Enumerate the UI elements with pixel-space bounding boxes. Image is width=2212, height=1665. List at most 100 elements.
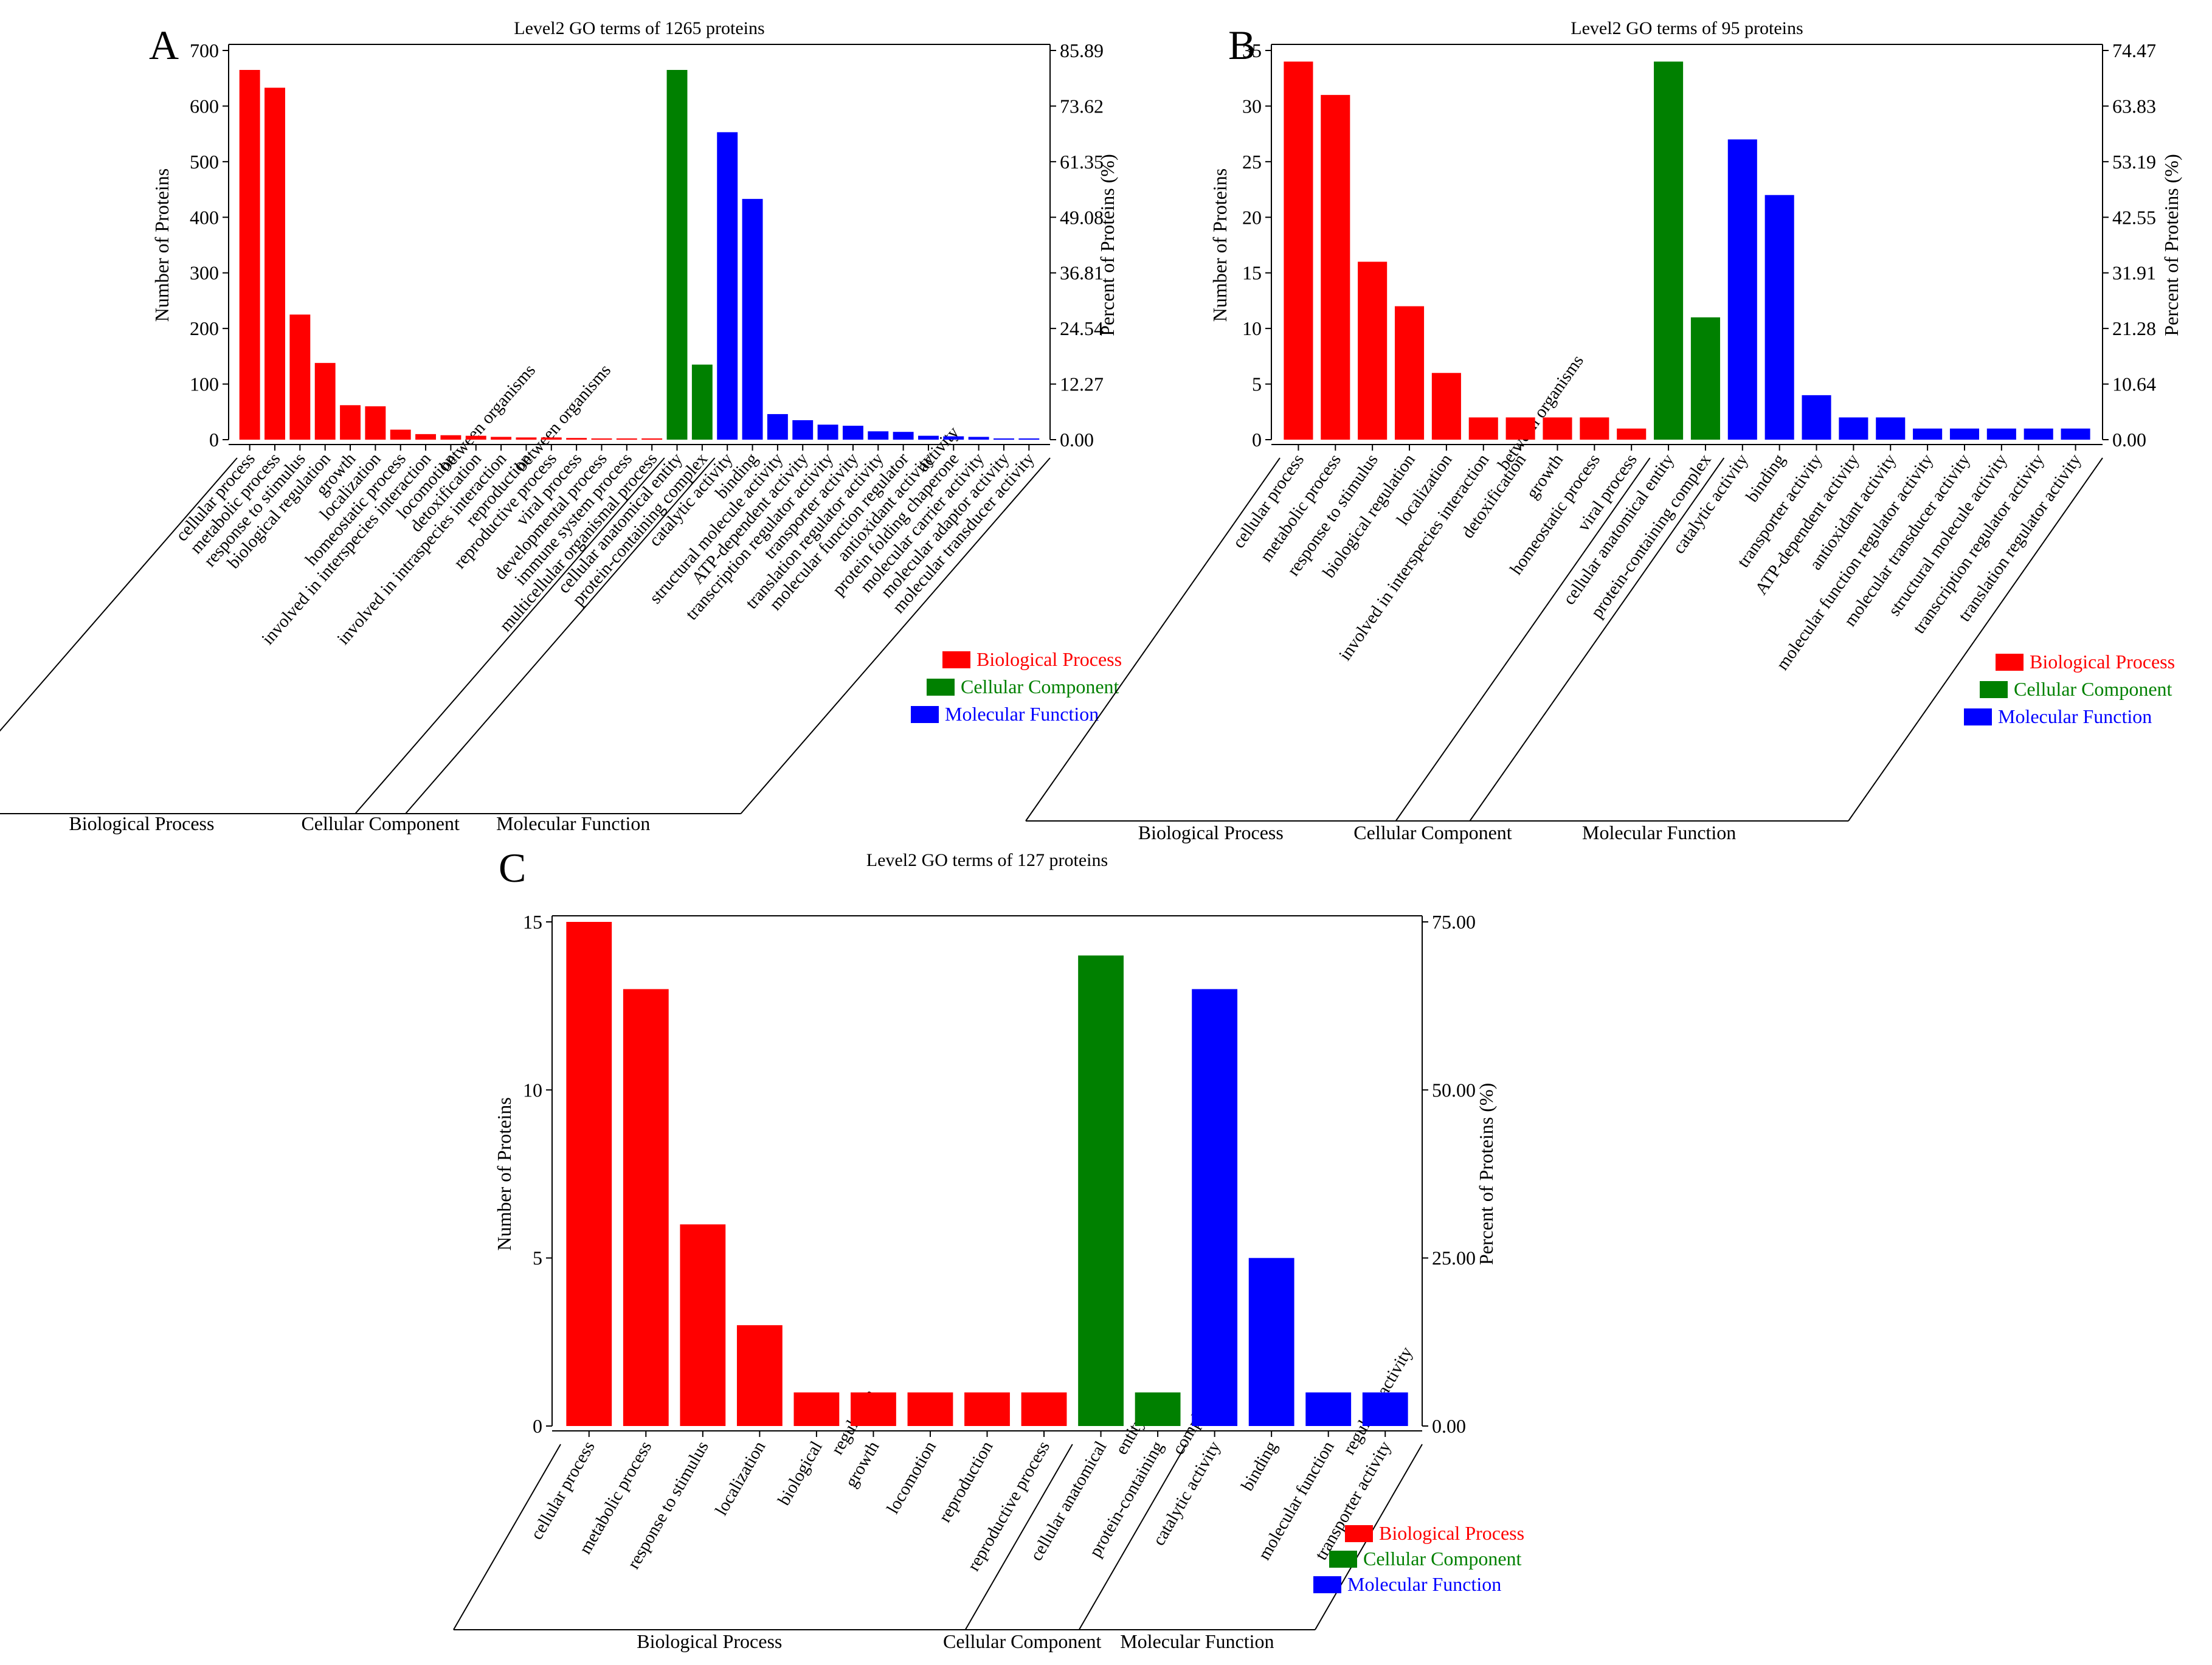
bar-cellular-anatomical-entity bbox=[1654, 61, 1684, 440]
legend-label-biological-process: Biological Process bbox=[2030, 651, 2175, 673]
bar-locomotion bbox=[907, 1392, 953, 1426]
group-separator bbox=[1469, 457, 1725, 822]
legend-label-cellular-component: Cellular Component bbox=[961, 676, 1119, 698]
y-tick-label: 15 bbox=[1242, 262, 1262, 284]
y-tick-label: 30 bbox=[1242, 95, 1262, 117]
bar-localization bbox=[365, 406, 386, 440]
bar-molecular-transducer-activity bbox=[1949, 428, 1980, 440]
bar-catalytic-activity bbox=[1727, 139, 1757, 440]
panel-b: B Level2 GO terms of 95 proteins 0 5 10 15 20 2… bbox=[1025, 18, 2182, 843]
bar-involved-in-intraspecies-interaction-between-organisms bbox=[491, 437, 512, 440]
panel-a-ylabel: Number of Proteins bbox=[151, 168, 173, 322]
category-label-locomotion: locomotion bbox=[883, 1438, 940, 1517]
y-tick-label: 600 bbox=[190, 95, 219, 117]
y-tick-label: 200 bbox=[190, 317, 219, 339]
bar-multicellular-organismal-process bbox=[641, 438, 663, 440]
panel-c-letter: C bbox=[499, 845, 526, 891]
group-separator bbox=[1025, 457, 1281, 822]
panel-a-axes bbox=[228, 44, 1051, 445]
bar-response-to-stimulus bbox=[680, 1224, 726, 1426]
bar-immune-system-process bbox=[616, 438, 637, 440]
legend-swatch-molecular-function bbox=[1964, 708, 1992, 725]
y2-tick-label: 75.00 bbox=[1432, 911, 1476, 933]
legend-label-biological-process: Biological Process bbox=[976, 648, 1122, 670]
y2-tick-label: 85.89 bbox=[1060, 40, 1104, 61]
y-tick-label: 100 bbox=[190, 373, 219, 395]
bar-catalytic-activity bbox=[717, 132, 738, 440]
bar-atp-dependent-activity bbox=[792, 420, 814, 440]
group-label-molecular-function: Molecular Function bbox=[1120, 1630, 1274, 1652]
bar-metabolic-process bbox=[623, 989, 669, 1426]
bar-cellular-anatomical-entity bbox=[1078, 955, 1124, 1426]
bar-locomotion bbox=[440, 435, 461, 440]
y-tick-label: 400 bbox=[190, 206, 219, 228]
legend-label-molecular-function: Molecular Function bbox=[1347, 1573, 1501, 1595]
panel-c: C Level2 GO terms of 127 proteins 0 5 10 15 0.… bbox=[453, 845, 1524, 1652]
panel-a-letter: A bbox=[149, 22, 179, 68]
y2-tick-label: 63.83 bbox=[2112, 95, 2156, 117]
bar-antioxidant-activity bbox=[918, 435, 939, 440]
bar-molecular-function-regulator-activity bbox=[893, 432, 914, 440]
bar-cellular-process bbox=[239, 70, 260, 440]
bar-binding bbox=[1248, 1258, 1294, 1426]
panel-a: A Level2 GO terms of 1265 proteins 0 100 200… bbox=[0, 18, 1122, 834]
category-label-binding: binding bbox=[1237, 1438, 1281, 1495]
y2-tick-label: 21.28 bbox=[2112, 317, 2156, 339]
bar-biological-regulation bbox=[793, 1392, 840, 1426]
bar-cellular-process bbox=[1284, 61, 1313, 440]
bar-cellular-anatomical-entity bbox=[666, 70, 688, 440]
group-separator bbox=[354, 457, 665, 814]
bar-viral-process bbox=[566, 438, 587, 440]
bar-molecular-carrier-activity bbox=[968, 437, 989, 440]
group-label-cellular-component: Cellular Component bbox=[943, 1630, 1102, 1652]
bar-structural-molecule-activity bbox=[1986, 428, 2016, 440]
category-label-localization: localization bbox=[711, 1438, 770, 1519]
y2-tick-label: 42.55 bbox=[2112, 206, 2156, 228]
y2-tick-label: 53.19 bbox=[2112, 151, 2156, 173]
panel-a-group-frame bbox=[0, 457, 1051, 814]
y2-tick-label: 24.54 bbox=[1060, 317, 1104, 339]
panel-b-ylabel: Number of Proteins bbox=[1209, 168, 1231, 322]
bar-protein-containing-complex bbox=[1690, 317, 1720, 440]
panel-a-title: Level2 GO terms of 1265 proteins bbox=[514, 18, 764, 38]
panel-a-y2label: Percent of Proteins (%) bbox=[1096, 154, 1118, 336]
bar-transporter-activity bbox=[842, 426, 863, 440]
panel-b-title: Level2 GO terms of 95 proteins bbox=[1571, 18, 1803, 38]
bar-transcription-regulator-activity bbox=[817, 424, 838, 440]
y-tick-label: 10 bbox=[1242, 317, 1262, 339]
bar-involved-in-interspecies-interaction-between-organisms bbox=[1468, 417, 1498, 440]
y-tick-label: 0 bbox=[1252, 429, 1262, 451]
y2-tick-label: 73.62 bbox=[1060, 95, 1104, 117]
bar-homeostatic-process bbox=[1580, 417, 1609, 440]
y2-tick-label: 25.00 bbox=[1432, 1247, 1476, 1269]
bar-catalytic-activity bbox=[1192, 989, 1238, 1426]
y2-tick-label: 36.81 bbox=[1060, 262, 1104, 284]
bar-structural-molecule-activity bbox=[767, 414, 788, 440]
bar-atp-dependent-activity bbox=[1839, 417, 1868, 440]
bar-binding bbox=[742, 199, 763, 440]
y-tick-label: 700 bbox=[190, 40, 219, 61]
bar-antioxidant-activity bbox=[1876, 417, 1906, 440]
bar-growth bbox=[340, 405, 361, 440]
panel-c-ylabel: Number of Proteins bbox=[493, 1097, 515, 1250]
y2-tick-label: 0.00 bbox=[2112, 429, 2146, 451]
legend-swatch-biological-process bbox=[1996, 654, 2024, 671]
panel-b-group-frame bbox=[1025, 457, 2103, 822]
panel-c-title: Level2 GO terms of 127 proteins bbox=[866, 850, 1108, 870]
group-separator bbox=[964, 1444, 1073, 1630]
bar-translation-regulator-activity bbox=[868, 431, 889, 440]
bar-molecular-function-regulator-activity bbox=[1305, 1392, 1352, 1426]
bar-reproductive-process bbox=[541, 437, 562, 440]
legend-swatch-biological-process bbox=[1345, 1525, 1373, 1542]
category-label-reproduction: reproduction bbox=[935, 1438, 997, 1526]
bar-growth bbox=[1543, 417, 1572, 440]
bar-molecular-function-regulator-activity bbox=[1913, 428, 1943, 440]
bar-translation-regulator-activity bbox=[2061, 428, 2090, 440]
bar-localization bbox=[736, 1325, 783, 1426]
group-separator bbox=[453, 1444, 561, 1630]
legend-swatch-cellular-component bbox=[927, 679, 955, 696]
bar-protein-containing-complex bbox=[1135, 1392, 1181, 1426]
y-tick-label: 5 bbox=[1252, 373, 1262, 395]
y-tick-label: 5 bbox=[533, 1247, 542, 1269]
group-label-molecular-function: Molecular Function bbox=[1582, 822, 1736, 843]
